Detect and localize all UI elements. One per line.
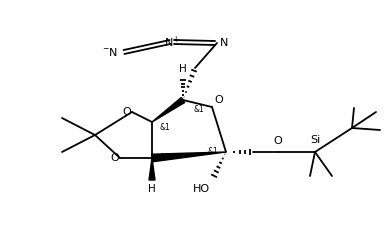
Polygon shape <box>152 152 226 162</box>
Text: &1: &1 <box>193 106 204 114</box>
Polygon shape <box>152 98 185 122</box>
Text: &1: &1 <box>207 147 218 156</box>
Text: O: O <box>214 95 223 105</box>
Text: O: O <box>274 136 282 146</box>
Text: &1: &1 <box>160 153 171 162</box>
Text: Si: Si <box>310 135 320 145</box>
Text: N$^{+}$: N$^{+}$ <box>164 34 180 50</box>
Text: H: H <box>148 184 156 194</box>
Polygon shape <box>149 158 155 180</box>
Text: &1: &1 <box>160 123 171 132</box>
Text: N: N <box>220 38 228 48</box>
Text: H: H <box>179 64 187 74</box>
Text: O: O <box>122 107 131 117</box>
Text: $^{-}$N: $^{-}$N <box>102 46 118 58</box>
Text: O: O <box>110 153 119 163</box>
Text: HO: HO <box>193 184 210 194</box>
